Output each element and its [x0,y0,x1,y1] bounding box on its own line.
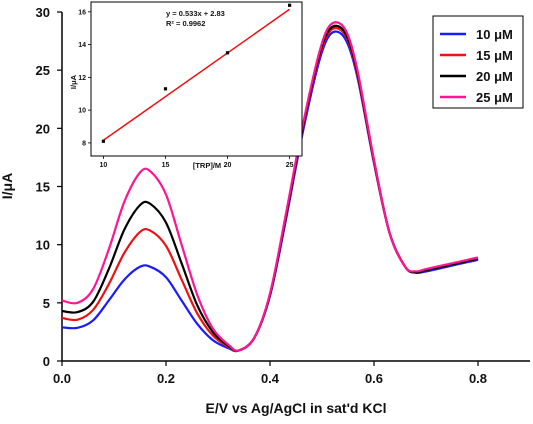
inset-y-tick-label: 14 [78,42,86,49]
main-x-axis-label: E/V vs Ag/AgCl in sat'd KCl [206,400,387,416]
main-series-lines [61,21,479,353]
legend-label-10uM: 10 μM [476,27,513,42]
inset-x-axis-label: [TRP]/M [193,161,221,170]
inset-data-point [163,87,168,91]
main-x-tick-label: 0.4 [261,371,280,386]
inset-x-tick-label: 20 [224,162,232,169]
inset-y-tick-label: 8 [82,140,86,147]
inset-y-ticks: 8 10 12 14 16 [78,9,91,147]
main-y-tick-label: 10 [36,238,50,253]
inset-y-tick-label: 16 [78,9,86,16]
legend-label-15uM: 15 μM [476,48,513,63]
inset-y-tick-label: 12 [78,75,86,82]
inset-y-tick-label: 10 [78,108,86,115]
inset-equation: y = 0.533x + 2.83 [166,9,225,18]
main-y-axis-label: I/μA [0,173,15,199]
legend: 10 μM 15 μM 20 μM 25 μM [432,15,524,109]
main-y-tick-label: 15 [36,180,50,195]
main-x-tick-label: 0.2 [157,371,175,386]
legend-box [432,15,524,109]
inset-r-squared: R² = 0.9962 [166,19,205,28]
inset-x-ticks: 10 15 20 25 [100,156,294,169]
main-y-ticks: 0 5 10 15 20 25 30 [36,5,62,369]
main-x-tick-label: 0.8 [469,371,487,386]
inset-x-tick-label: 25 [286,162,294,169]
inset-x-tick-label: 15 [162,162,170,169]
series-line-25uM [61,21,479,352]
inset-fit-line [102,8,291,141]
main-y-tick-label: 5 [43,296,50,311]
inset-data-point [287,3,292,7]
inset-frame [90,1,303,157]
main-x-tick-label: 0.0 [53,371,71,386]
main-x-tick-label: 0.6 [365,371,383,386]
inset-data-point [225,51,230,55]
inset-data-points [101,3,292,143]
legend-label-20uM: 20 μM [476,69,513,84]
legend-label-25uM: 25 μM [476,90,513,105]
main-y-tick-label: 0 [43,354,50,369]
inset-calibration-plot: 10 15 20 25 8 10 12 14 16 y = 0.533x + 2.83 R² … [69,1,303,170]
main-x-ticks: 0.0 0.2 0.4 0.6 0.8 [53,361,487,386]
main-y-tick-label: 25 [36,63,50,78]
inset-x-tick-label: 10 [100,162,108,169]
main-y-tick-label: 30 [36,5,50,20]
inset-data-point [101,139,106,143]
main-y-tick-label: 20 [36,121,50,136]
inset-y-axis-label: I/μA [69,74,78,89]
